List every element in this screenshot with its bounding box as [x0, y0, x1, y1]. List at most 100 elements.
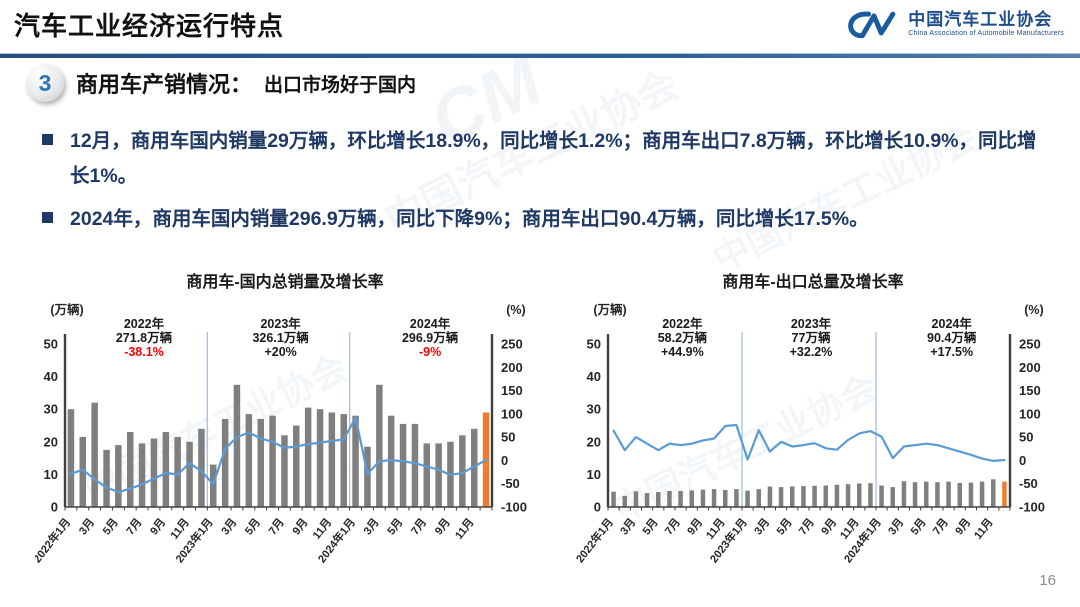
- bar-2024年4月: [387, 415, 395, 507]
- bar-2022年6月: [667, 491, 672, 507]
- bar-2023年9月: [834, 484, 840, 507]
- x-axis-label: 2022年1月: [573, 515, 616, 565]
- header-divider: [0, 53, 1080, 58]
- bar-2022年1月: [611, 491, 616, 507]
- bar-2023年8月: [293, 425, 300, 507]
- bar-2022年11月: [186, 441, 193, 507]
- x-axis-label: 3月: [76, 516, 97, 537]
- x-axis-label: 3月: [219, 516, 240, 537]
- bar-2024年10月: [459, 435, 466, 507]
- bullet-text: 2024年，商用车国内销量296.9万辆，同比下降9%；商用车出口90.4万辆，…: [70, 208, 869, 231]
- bar-2023年5月: [257, 419, 264, 507]
- bar-2024年11月: [471, 428, 478, 507]
- bar-2023年7月: [281, 435, 288, 507]
- bar-2024年3月: [376, 384, 383, 508]
- annotation-total: 271.8万辆: [116, 330, 173, 345]
- left-axis-tick-label: 50: [44, 337, 58, 352]
- annotation-year: 2022年: [124, 316, 165, 331]
- x-axis-label: 5月: [100, 516, 121, 537]
- bar-2022年9月: [162, 432, 170, 507]
- left-axis-unit-label: (万辆): [50, 302, 83, 317]
- left-axis-tick-label: 0: [51, 500, 58, 515]
- chart-title: 商用车-出口总量及增长率: [722, 274, 904, 291]
- left-axis-tick-label: 20: [44, 434, 58, 449]
- bar-2022年8月: [689, 490, 694, 507]
- x-axis-label: 3月: [361, 516, 382, 537]
- x-axis-label: 7月: [266, 516, 287, 537]
- x-axis-label: 2022年1月: [35, 515, 73, 565]
- bar-2022年9月: [700, 489, 706, 507]
- bar-2024年10月: [979, 481, 985, 507]
- right-axis-tick-label: 250: [1019, 337, 1041, 352]
- x-axis-label: 7月: [930, 516, 951, 537]
- bar-2024年1月: [879, 485, 884, 507]
- annotation-total: 326.1万辆: [252, 330, 309, 345]
- bar-2024年12月: [1002, 481, 1007, 507]
- bar-2024年5月: [924, 481, 929, 507]
- bar-2022年12月: [198, 428, 205, 507]
- left-axis-tick-label: 40: [587, 369, 601, 384]
- annotation-year: 2023年: [791, 316, 832, 331]
- logo-org-name-cn: 中国汽车工业协会: [908, 9, 1053, 29]
- bar-2022年10月: [174, 436, 181, 507]
- x-axis-label: 7月: [662, 516, 683, 537]
- x-axis-label: 7月: [408, 516, 429, 537]
- bar-2022年5月: [656, 492, 661, 507]
- bar-2022年4月: [103, 449, 110, 507]
- bar-2023年2月: [756, 489, 761, 507]
- left-axis-tick-label: 30: [587, 402, 601, 417]
- bar-2023年11月: [857, 483, 862, 507]
- right-axis-unit-label: (%): [506, 303, 525, 317]
- annotation-growth-pct: +20%: [264, 345, 296, 359]
- left-axis-tick-label: 0: [594, 500, 601, 515]
- right-axis-tick-label: 150: [1019, 383, 1041, 398]
- right-axis-tick-label: -50: [1019, 476, 1038, 491]
- page-number: 16: [1039, 572, 1056, 589]
- annotation-year: 2024年: [410, 316, 451, 331]
- bar-2023年10月: [316, 409, 324, 507]
- annotation-year: 2022年: [662, 316, 703, 331]
- x-axis-label: 5月: [385, 516, 406, 537]
- bar-2024年3月: [901, 481, 907, 507]
- bar-2022年10月: [711, 489, 717, 507]
- bar-2024年4月: [912, 482, 918, 507]
- bar-2023年12月: [868, 483, 873, 507]
- annotation-total: 90.4万辆: [927, 330, 977, 345]
- annotation-total: 77万辆: [792, 330, 831, 345]
- right-axis-tick-label: 0: [1019, 453, 1026, 468]
- left-axis-unit-label: (万辆): [593, 302, 626, 317]
- x-axis-label: 9月: [147, 516, 168, 537]
- bar-2022年7月: [678, 491, 683, 507]
- annotation-total: 58.2万辆: [658, 330, 708, 345]
- left-axis-tick-label: 30: [44, 402, 58, 417]
- x-axis-label: 7月: [124, 516, 145, 537]
- bar-2024年6月: [411, 423, 419, 507]
- right-axis-tick-label: -100: [501, 500, 527, 515]
- x-axis-label: 5月: [242, 516, 263, 537]
- right-axis-tick-label: -50: [501, 476, 520, 491]
- section-heading: 3 商用车产销情况： 出口市场好于国内: [26, 64, 416, 102]
- bar-2022年4月: [644, 493, 650, 507]
- bar-2023年5月: [790, 486, 795, 507]
- section-number-badge: 3: [26, 64, 64, 102]
- bar-2023年11月: [328, 412, 336, 507]
- bar-2024年11月: [991, 479, 996, 507]
- right-axis-tick-label: 100: [501, 406, 523, 421]
- caam-logo-icon: [848, 11, 896, 39]
- x-axis-label: 9月: [290, 516, 311, 537]
- bar-2022年1月: [67, 409, 75, 507]
- domestic-sales-chart: 0 10 20 30 40 50 250 200 150 100 50 0 -50 -100 (万辆) (%)…: [35, 302, 527, 565]
- right-axis-tick-label: -100: [1019, 500, 1045, 515]
- right-axis-unit-label: (%): [1024, 303, 1043, 317]
- bullet-square-icon: [42, 212, 53, 224]
- caam-logo: 中国汽车工业协会 China Association of Automobile…: [847, 7, 1064, 41]
- x-axis-label: 9月: [818, 516, 839, 537]
- page-title: 汽车工业经济运行特点: [14, 11, 285, 41]
- export-chart: 0 10 20 30 40 50 250 200 150 100 50 0 -50 -100 (万辆) (%)…: [573, 302, 1045, 565]
- growth-rate-line: [612, 423, 1006, 462]
- bar-2024年7月: [946, 481, 951, 507]
- annotation-year: 2024年: [932, 316, 973, 331]
- bar-2022年11月: [723, 490, 728, 507]
- bar-2024年7月: [423, 443, 430, 507]
- right-axis-tick-label: 200: [501, 360, 523, 375]
